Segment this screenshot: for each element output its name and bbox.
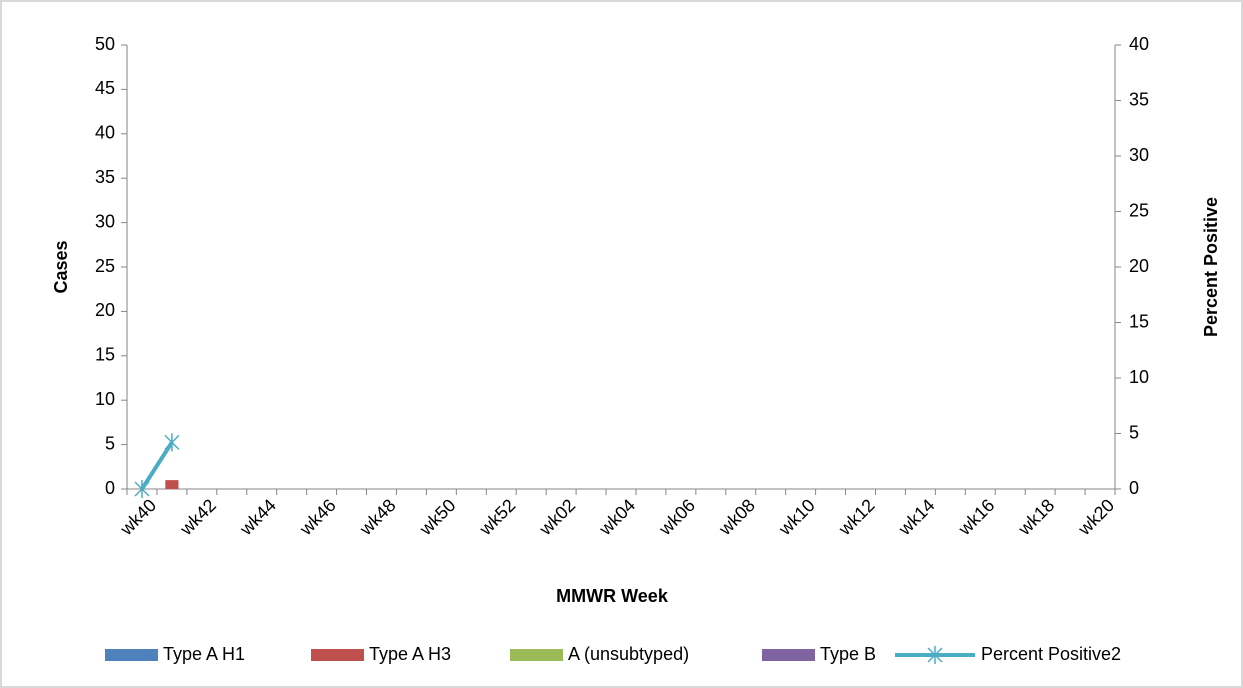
y2-tick-label: 15 [1129,311,1149,331]
y-tick-label: 50 [95,34,115,54]
y2-tick-label: 35 [1129,89,1149,109]
legend-label: Type B [820,644,876,664]
legend-swatch [311,649,364,661]
y2-tick-label: 10 [1129,367,1149,387]
y-axis-title: Cases [51,240,71,293]
y-tick-label: 15 [95,345,115,365]
y-tick-label: 35 [95,167,115,187]
legend-swatch [105,649,158,661]
bar [165,480,179,489]
legend-marker [927,646,943,664]
y-tick-label: 25 [95,256,115,276]
y2-tick-label: 20 [1129,256,1149,276]
y-tick-label: 20 [95,300,115,320]
y2-tick-label: 0 [1129,478,1139,498]
x-axis-title: MMWR Week [556,586,669,606]
line-marker [164,433,180,452]
line [140,441,174,491]
y2-tick-label: 30 [1129,145,1149,165]
y-tick-label: 40 [95,123,115,143]
legend-label: A (unsubtyped) [568,644,689,664]
legend-swatch [510,649,563,661]
y2-tick-label: 40 [1129,34,1149,54]
y-tick-label: 0 [105,478,115,498]
legend-swatch [762,649,815,661]
line-marker [134,480,150,498]
legend-label: Percent Positive2 [981,644,1121,664]
y2-tick-label: 25 [1129,200,1149,220]
legend-label: Type A H1 [163,644,245,664]
y-tick-label: 30 [95,211,115,231]
y2-tick-label: 5 [1129,422,1139,442]
y-tick-label: 5 [105,433,115,453]
y2-axis-title: Percent Positive [1201,197,1221,337]
legend-label: Type A H3 [369,644,451,664]
y-tick-label: 45 [95,78,115,98]
y-tick-label: 10 [95,389,115,409]
